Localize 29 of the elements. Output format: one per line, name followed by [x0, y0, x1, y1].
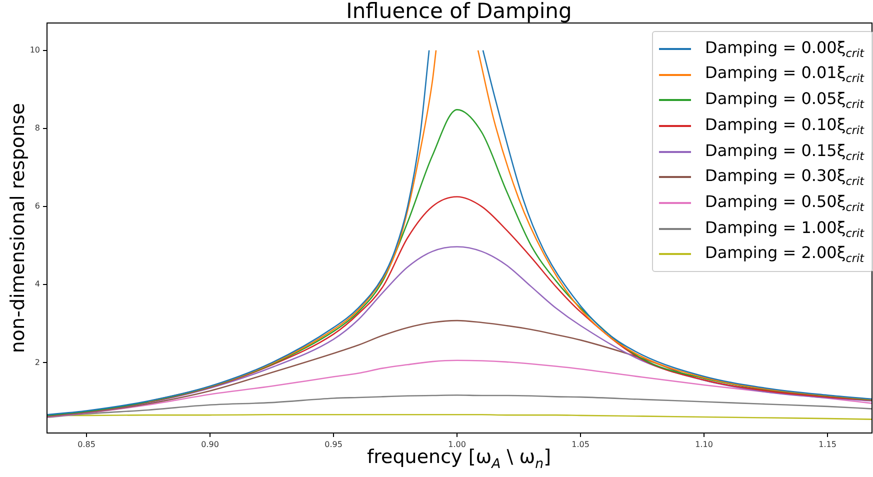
chart-title: Influence of Damping [346, 0, 572, 23]
line-series [47, 360, 872, 418]
x-tick-label: 0.95 [324, 440, 342, 449]
line-series [47, 394, 872, 418]
line-series [47, 196, 872, 416]
x-axis-title: frequency [ω$_{A}$ \ ω$_{n}$] [366, 446, 552, 472]
legend-label: Damping = 0.00ξ$_{crit}$ [705, 38, 864, 60]
legend-label: Damping = 0.01ξ$_{crit}$ [705, 63, 864, 86]
y-tick-label: 10 [30, 45, 40, 54]
y-tick-label: 4 [34, 280, 40, 289]
legend-label: Damping = 0.10ξ$_{crit}$ [705, 114, 864, 137]
y-tick-label: 2 [34, 358, 40, 367]
x-tick-label: 0.90 [201, 440, 219, 449]
x-tick-label: 1.05 [572, 440, 590, 449]
legend-label: Damping = 0.15ξ$_{crit}$ [705, 140, 864, 163]
legend-label: Damping = 2.00ξ$_{crit}$ [705, 243, 864, 266]
y-axis-title: non-dimensional response [7, 102, 29, 354]
x-tick-label: 1.00 [448, 440, 466, 449]
y-tick-label: 8 [34, 124, 40, 133]
legend-label: Damping = 0.50ξ$_{crit}$ [705, 192, 864, 214]
legend-label: Damping = 0.30ξ$_{crit}$ [705, 166, 864, 188]
line-series [47, 246, 872, 417]
legend-label: Damping = 0.05ξ$_{crit}$ [705, 89, 864, 112]
legend-label: Damping = 1.00ξ$_{crit}$ [705, 218, 864, 240]
x-tick-label: 1.15 [818, 440, 836, 449]
y-tick-label: 6 [34, 202, 40, 211]
x-tick-label: 1.10 [695, 440, 713, 449]
x-tick-label: 0.85 [78, 440, 96, 449]
line-series [47, 109, 872, 416]
